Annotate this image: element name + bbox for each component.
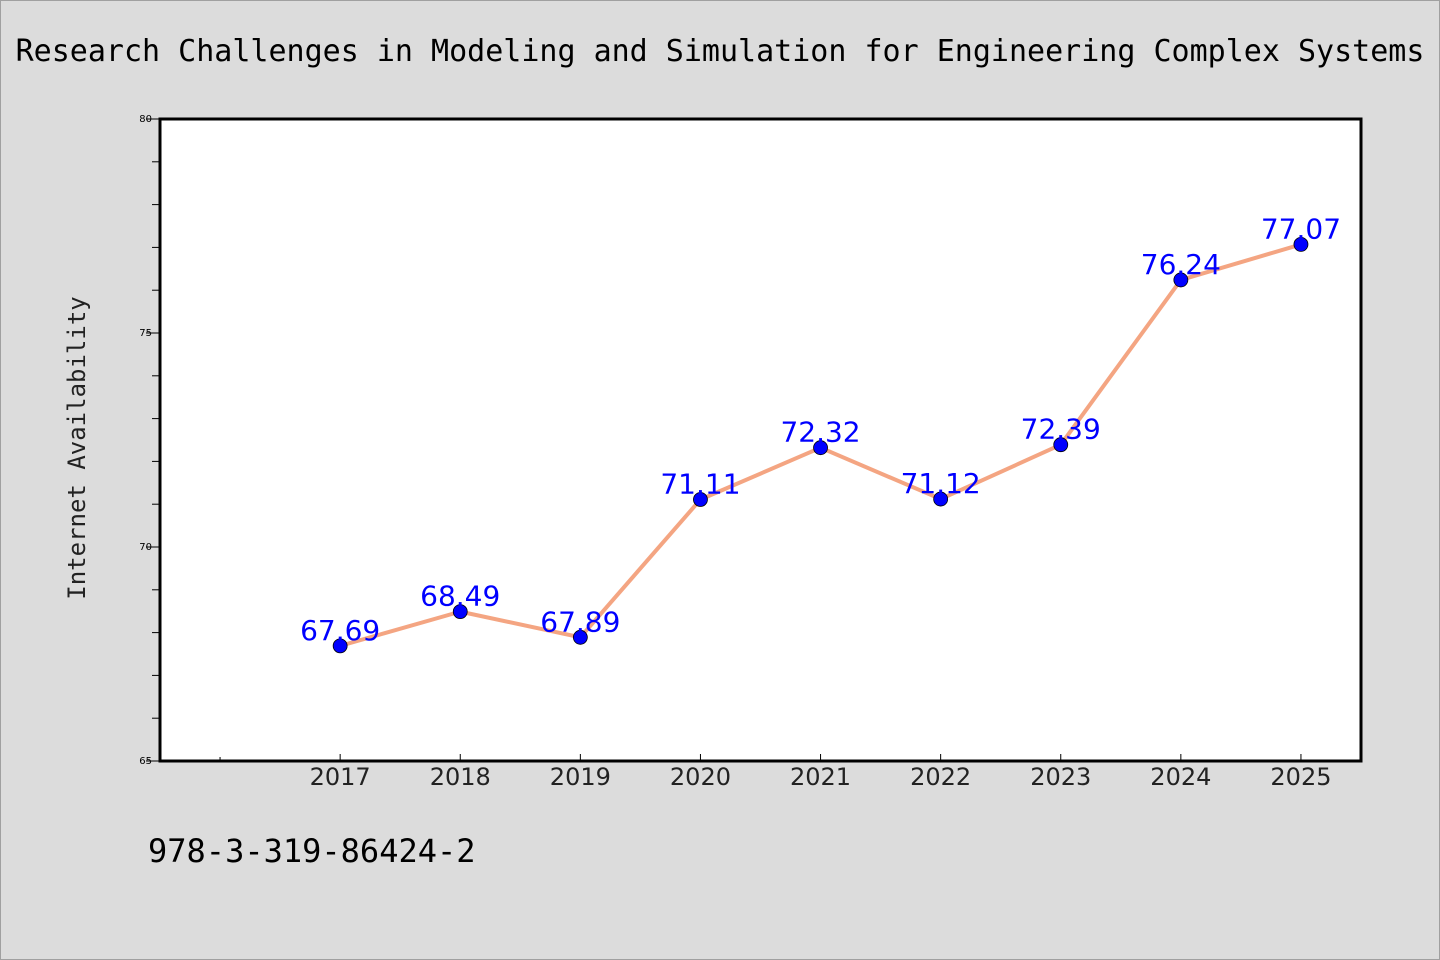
- data-point-marker: [813, 440, 828, 456]
- data-label: 68.49: [420, 580, 500, 613]
- isbn-footer: 978-3-319-86424-2: [148, 832, 476, 870]
- data-label: 71.12: [901, 467, 981, 500]
- data-point-marker: [1053, 437, 1069, 453]
- y-tick-label: 65: [139, 756, 152, 767]
- y-tick-label: 75: [139, 328, 152, 339]
- data-point-marker: [1173, 272, 1189, 288]
- data-point-marker: [693, 492, 708, 507]
- x-tick-label: 2025: [1270, 763, 1331, 791]
- x-tick-label: 2018: [430, 763, 491, 791]
- data-label: 67.89: [540, 605, 620, 638]
- data-point-marker: [332, 638, 348, 654]
- y-tick-label: 70: [139, 542, 152, 553]
- data-point-marker: [572, 629, 588, 645]
- data-point-marker: [452, 604, 468, 620]
- data-label: 72.39: [1021, 413, 1101, 446]
- x-tick-label: 2020: [670, 763, 731, 791]
- data-label: 67.69: [300, 614, 380, 647]
- data-label: 77.07: [1261, 212, 1341, 245]
- plot-border: [158, 117, 1363, 763]
- axis-ticks: 65 70 75 80 2017 2018 2019 2020 2021 2022 2023 2024…: [139, 114, 1331, 791]
- series-layer: 67.69 68.49 67.89 71.11 72.32 71.12 72.39 76.24…: [300, 212, 1341, 654]
- x-tick-label: 2024: [1150, 763, 1211, 791]
- data-label: 72.32: [780, 416, 860, 449]
- data-point-marker: [933, 491, 949, 507]
- x-tick-label: 2021: [790, 763, 851, 791]
- y-tick-label: 80: [139, 114, 152, 125]
- plot-area: [160, 119, 1361, 761]
- data-label: 71.11: [660, 467, 740, 500]
- chart-title: Research Challenges in Modeling and Simu…: [15, 34, 1425, 69]
- x-tick-label: 2019: [550, 763, 611, 791]
- data-label: 76.24: [1141, 248, 1221, 281]
- x-tick-label: 2022: [910, 763, 971, 791]
- x-tick-label: 2017: [310, 763, 371, 791]
- x-tick-label: 2023: [1030, 763, 1091, 791]
- data-point-marker: [1293, 237, 1309, 252]
